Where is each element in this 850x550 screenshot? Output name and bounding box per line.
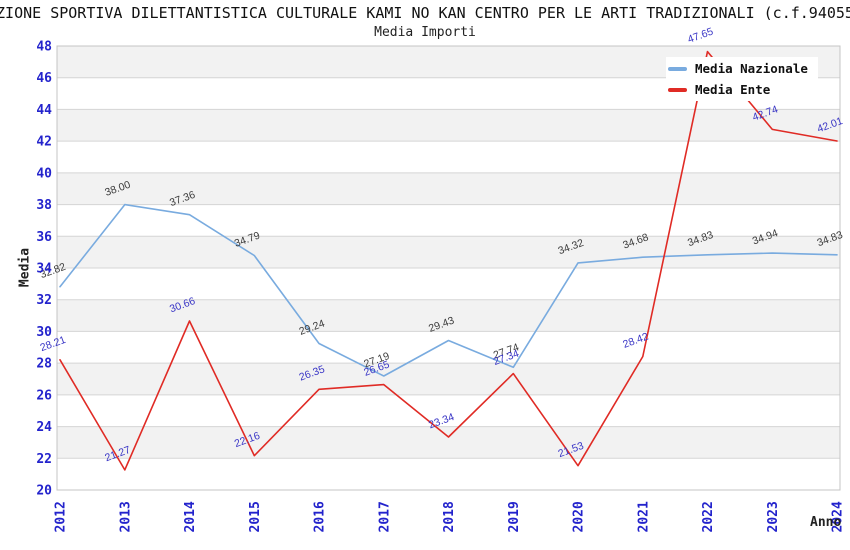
x-tick-label: 2014: [183, 501, 198, 532]
x-tick-label: 2018: [442, 501, 457, 532]
media-nazionale-line-swatch-icon: [668, 66, 687, 71]
x-tick-label: 2024: [831, 501, 846, 532]
series-line-media-nazionale: [59, 203, 838, 377]
x-tick-label: 2021: [636, 501, 651, 532]
x-tick-label: 2013: [118, 501, 133, 532]
plot-band: [57, 426, 840, 459]
x-tick-label: 2012: [54, 501, 69, 532]
plot-band: [57, 363, 840, 395]
x-axis-title: Anno: [810, 515, 842, 530]
x-tick-label: 2023: [766, 501, 781, 532]
legend-item-media-nazionale: Media Nazionale: [668, 61, 818, 77]
plot-band: [57, 109, 840, 142]
x-tick-label: 2022: [701, 501, 716, 532]
chart-title: ZIONE SPORTIVA DILETTANTISTICA CULTURALE…: [0, 4, 850, 22]
y-tick-label: 34: [36, 262, 52, 277]
series-line-media-ente: [59, 50, 838, 471]
y-tick-label: 42: [36, 135, 52, 150]
y-tick-label: 40: [36, 166, 52, 181]
y-axis-title: Media: [17, 247, 33, 288]
legend: Media Nazionale Media Ente: [666, 57, 818, 101]
data-label: 28.42: [621, 330, 650, 350]
y-tick-label: 36: [36, 230, 52, 245]
x-tick-label: 2020: [572, 501, 587, 532]
legend-label: Media Ente: [695, 82, 771, 97]
x-tick-label: 2016: [313, 501, 328, 532]
chart-subtitle: Media Importi: [374, 25, 476, 40]
plot-band: [57, 172, 840, 205]
plot-border: [56, 45, 841, 491]
y-tick-label: 28: [36, 357, 52, 372]
y-tick-label: 32: [36, 293, 52, 308]
y-tick-label: 46: [36, 71, 52, 86]
data-label: 47.65: [686, 26, 715, 46]
x-tick-label: 2015: [248, 501, 263, 532]
plot-band: [57, 236, 840, 268]
y-tick-label: 38: [36, 198, 52, 213]
y-tick-label: 22: [36, 452, 52, 467]
y-tick-label: 48: [36, 40, 52, 55]
x-tick-label: 2017: [377, 501, 392, 532]
media-ente-line-swatch-icon: [668, 87, 687, 92]
y-tick-label: 26: [36, 388, 52, 403]
legend-label: Media Nazionale: [695, 61, 808, 76]
y-tick-label: 24: [36, 420, 52, 435]
y-tick-label: 44: [36, 103, 52, 118]
y-tick-label: 20: [36, 484, 52, 499]
legend-item-media-ente: Media Ente: [668, 82, 818, 98]
x-tick-label: 2019: [507, 501, 522, 532]
y-tick-label: 30: [36, 325, 52, 340]
